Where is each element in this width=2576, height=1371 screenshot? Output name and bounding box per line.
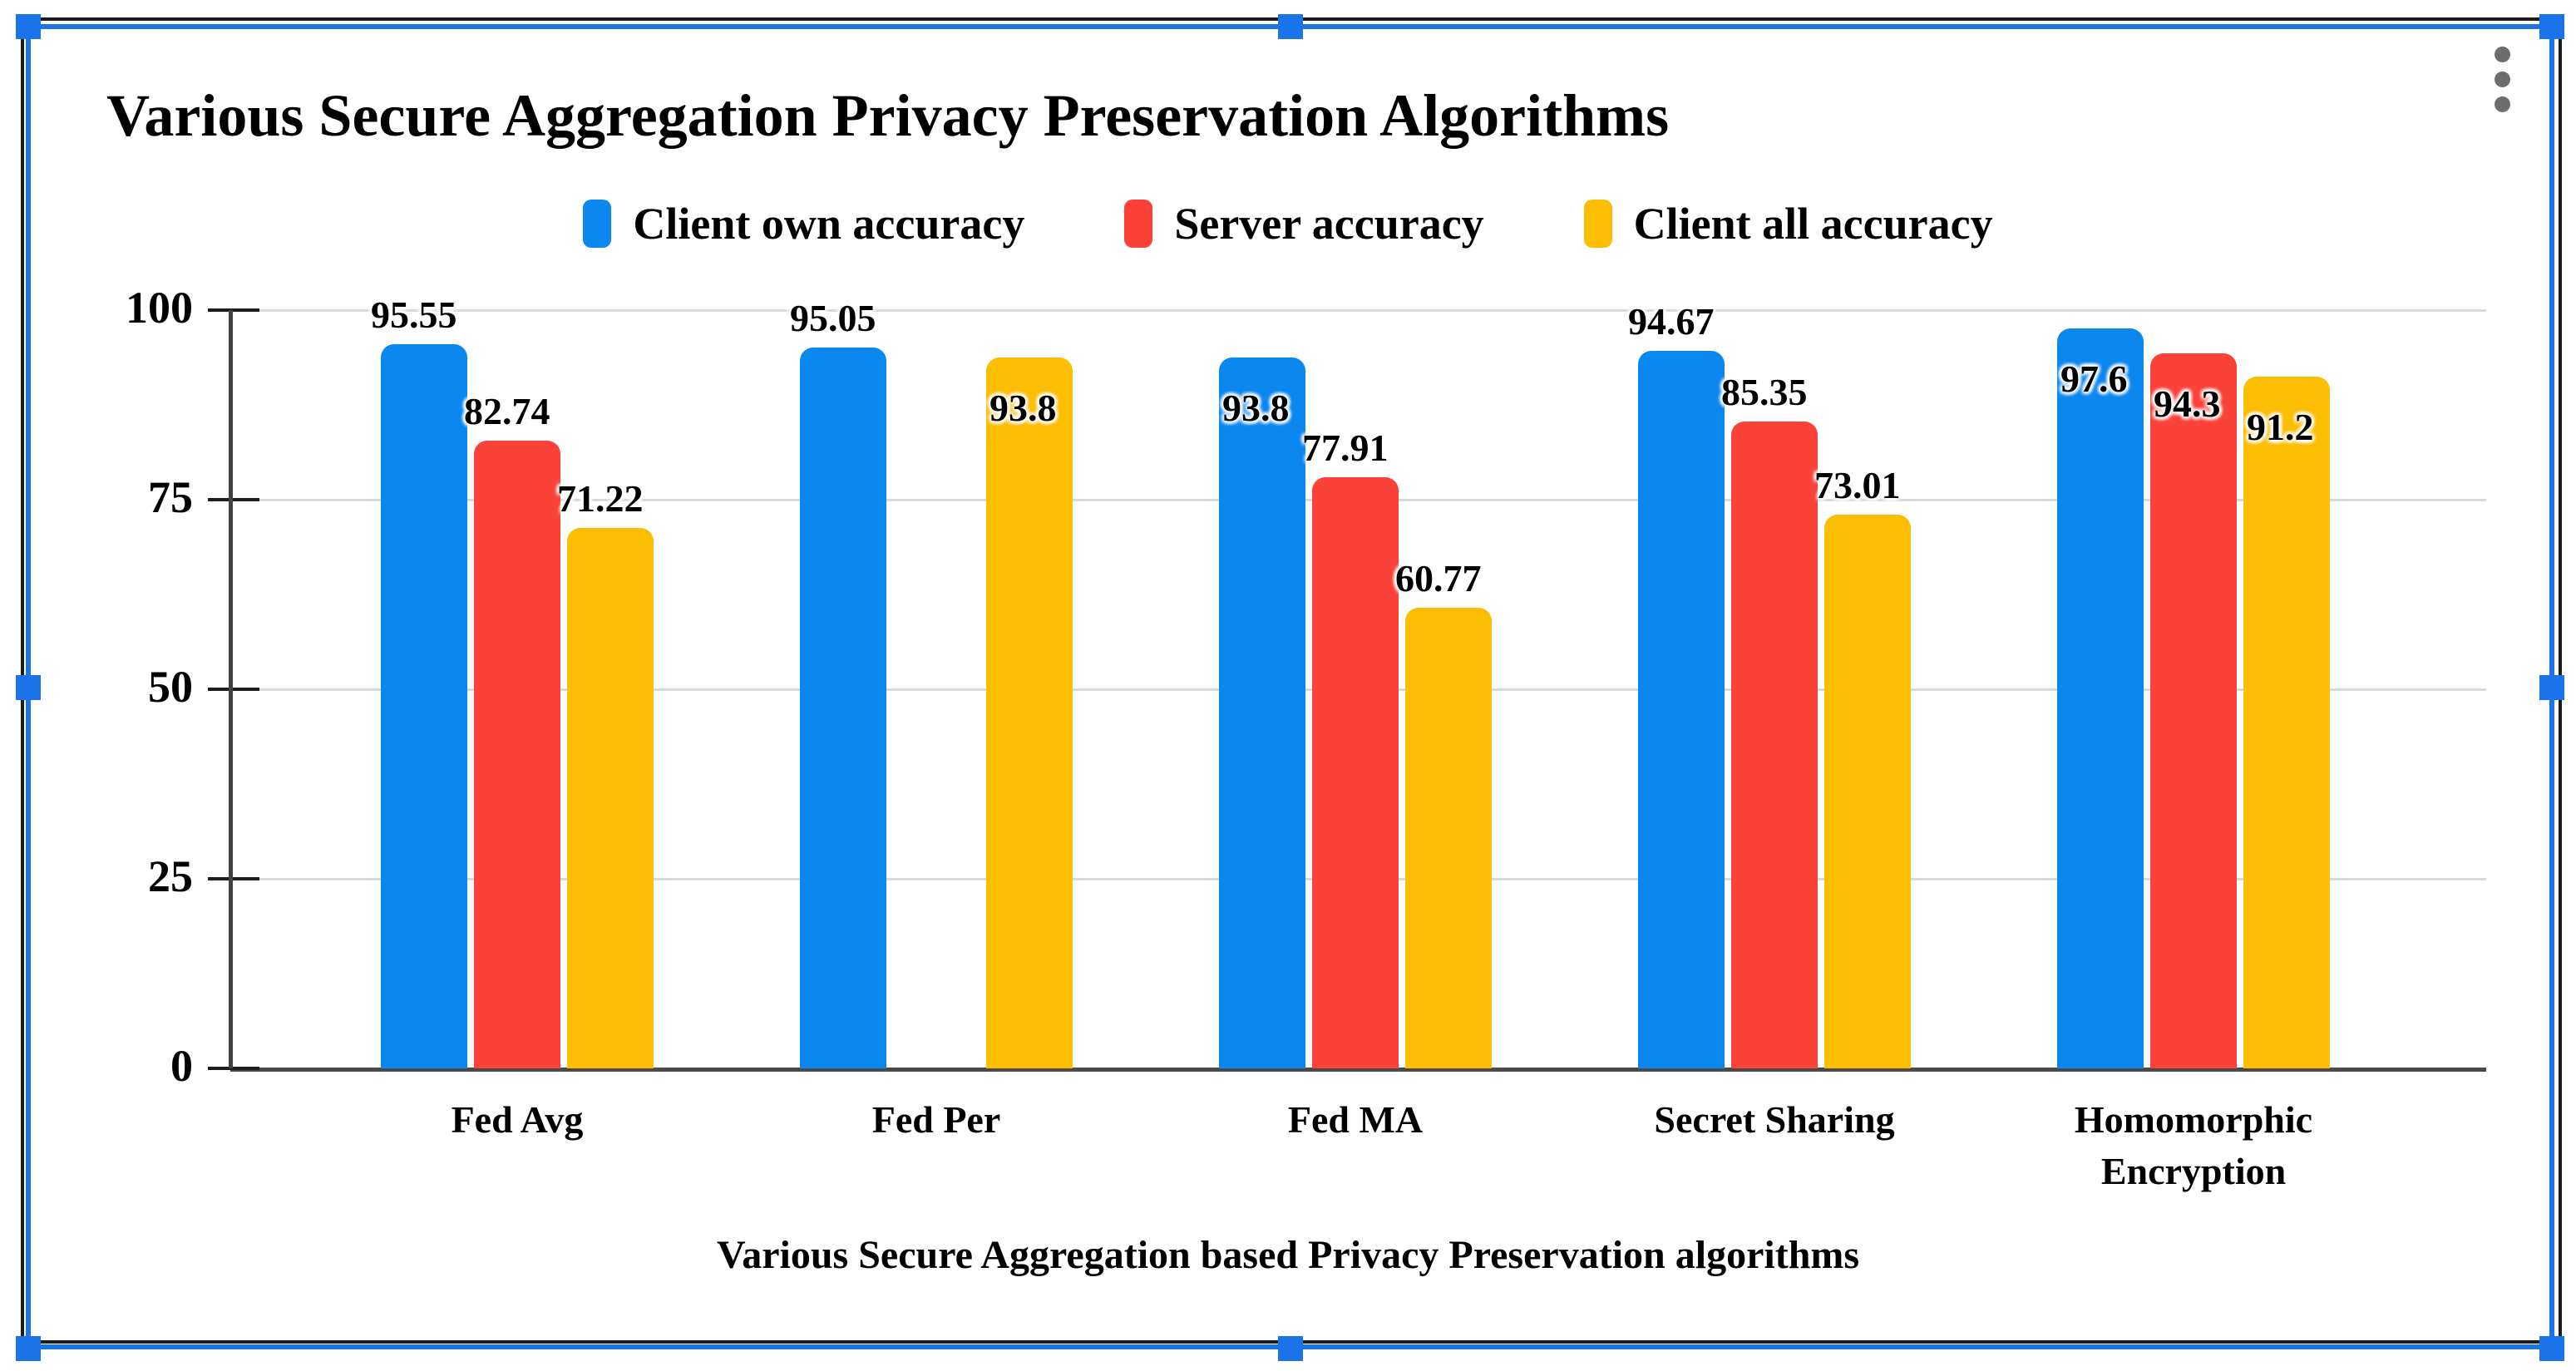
bar-value-label: 95.05 xyxy=(790,297,876,340)
bar-client-all-accuracy[interactable] xyxy=(1405,607,1492,1068)
bar-value-label: 93.8 xyxy=(989,386,1057,429)
chart-legend: Client own accuracy Server accuracy Client… xyxy=(0,198,2576,249)
bar-client-own-accuracy[interactable] xyxy=(2057,328,2144,1068)
legend-swatch-icon xyxy=(1124,200,1153,248)
y-tick-label: 50 xyxy=(148,662,193,712)
x-axis-baseline xyxy=(230,1068,2486,1072)
x-category-label: Secret Sharing xyxy=(1654,1098,1895,1141)
y-tick-mark xyxy=(208,688,259,691)
y-tick-label: 0 xyxy=(170,1041,193,1091)
gridline xyxy=(230,309,2486,312)
x-category-label: Homomorphic Encryption xyxy=(2074,1098,2313,1193)
bar-value-label: 97.6 xyxy=(2060,357,2128,400)
x-category-label: Fed MA xyxy=(1287,1098,1424,1141)
kebab-dot xyxy=(2495,72,2510,87)
selection-resize-handle[interactable] xyxy=(2539,1336,2564,1361)
bar-client-own-accuracy[interactable] xyxy=(381,343,467,1068)
y-axis-line xyxy=(229,310,233,1068)
selection-resize-handle[interactable] xyxy=(1278,14,1303,39)
selection-resize-handle[interactable] xyxy=(2539,14,2564,39)
y-tick-mark xyxy=(208,308,259,312)
bar-value-label: 77.91 xyxy=(1302,427,1389,470)
bar-value-label: 71.22 xyxy=(557,477,644,520)
y-tick-label: 100 xyxy=(126,283,193,333)
bar-value-label: 93.8 xyxy=(1222,386,1290,429)
selection-resize-handle[interactable] xyxy=(16,14,41,39)
chart-title: Various Secure Aggregation Privacy Prese… xyxy=(106,82,1670,149)
y-tick-mark xyxy=(208,1067,259,1070)
bar-client-all-accuracy[interactable] xyxy=(986,357,1073,1068)
x-category-label: Fed Avg xyxy=(451,1098,584,1141)
kebab-dot xyxy=(2495,96,2510,112)
legend-label: Server accuracy xyxy=(1174,199,1484,249)
legend-label: Client own accuracy xyxy=(633,199,1025,249)
kebab-dot xyxy=(2495,47,2510,62)
bar-client-all-accuracy[interactable] xyxy=(2243,377,2330,1068)
y-tick-mark xyxy=(208,498,259,501)
x-category-label: Fed Per xyxy=(871,1098,1001,1141)
bar-value-label: 95.55 xyxy=(371,293,457,336)
legend-label: Client all accuracy xyxy=(1633,199,1993,249)
bar-value-label: 73.01 xyxy=(1814,464,1901,507)
x-axis-title: Various Secure Aggregation based Privacy… xyxy=(716,1233,1860,1277)
bar-server-accuracy[interactable] xyxy=(1731,421,1818,1068)
bar-value-label: 94.67 xyxy=(1628,299,1715,343)
bar-server-accuracy[interactable] xyxy=(2150,353,2237,1068)
legend-swatch-icon xyxy=(1583,200,1612,248)
bar-value-label: 82.74 xyxy=(464,390,550,433)
bar-server-accuracy[interactable] xyxy=(474,441,560,1068)
y-tick-label: 25 xyxy=(148,851,193,901)
selection-resize-handle[interactable] xyxy=(1278,1336,1303,1361)
legend-item-client-all-accuracy[interactable]: Client all accuracy xyxy=(1583,198,1993,249)
bar-client-all-accuracy[interactable] xyxy=(567,528,654,1068)
bar-client-all-accuracy[interactable] xyxy=(1824,515,1911,1068)
bar-server-accuracy[interactable] xyxy=(1312,477,1399,1068)
selection-resize-handle[interactable] xyxy=(16,675,41,700)
bar-value-label: 94.3 xyxy=(2154,382,2221,425)
y-tick-label: 75 xyxy=(148,472,193,522)
legend-swatch-icon xyxy=(583,200,612,248)
bar-client-own-accuracy[interactable] xyxy=(800,348,886,1068)
bar-value-label: 60.77 xyxy=(1395,556,1482,599)
bar-value-label: 91.2 xyxy=(2247,406,2314,449)
legend-item-server-accuracy[interactable]: Server accuracy xyxy=(1124,198,1484,249)
selection-resize-handle[interactable] xyxy=(16,1336,41,1361)
y-tick-mark xyxy=(208,877,259,880)
bar-client-own-accuracy[interactable] xyxy=(1638,350,1725,1068)
bar-value-label: 85.35 xyxy=(1721,370,1808,413)
legend-item-client-own-accuracy[interactable]: Client own accuracy xyxy=(583,198,1024,249)
bar-client-own-accuracy[interactable] xyxy=(1219,357,1305,1068)
chart-options-kebab-icon[interactable] xyxy=(2490,47,2514,116)
selection-resize-handle[interactable] xyxy=(2539,675,2564,700)
